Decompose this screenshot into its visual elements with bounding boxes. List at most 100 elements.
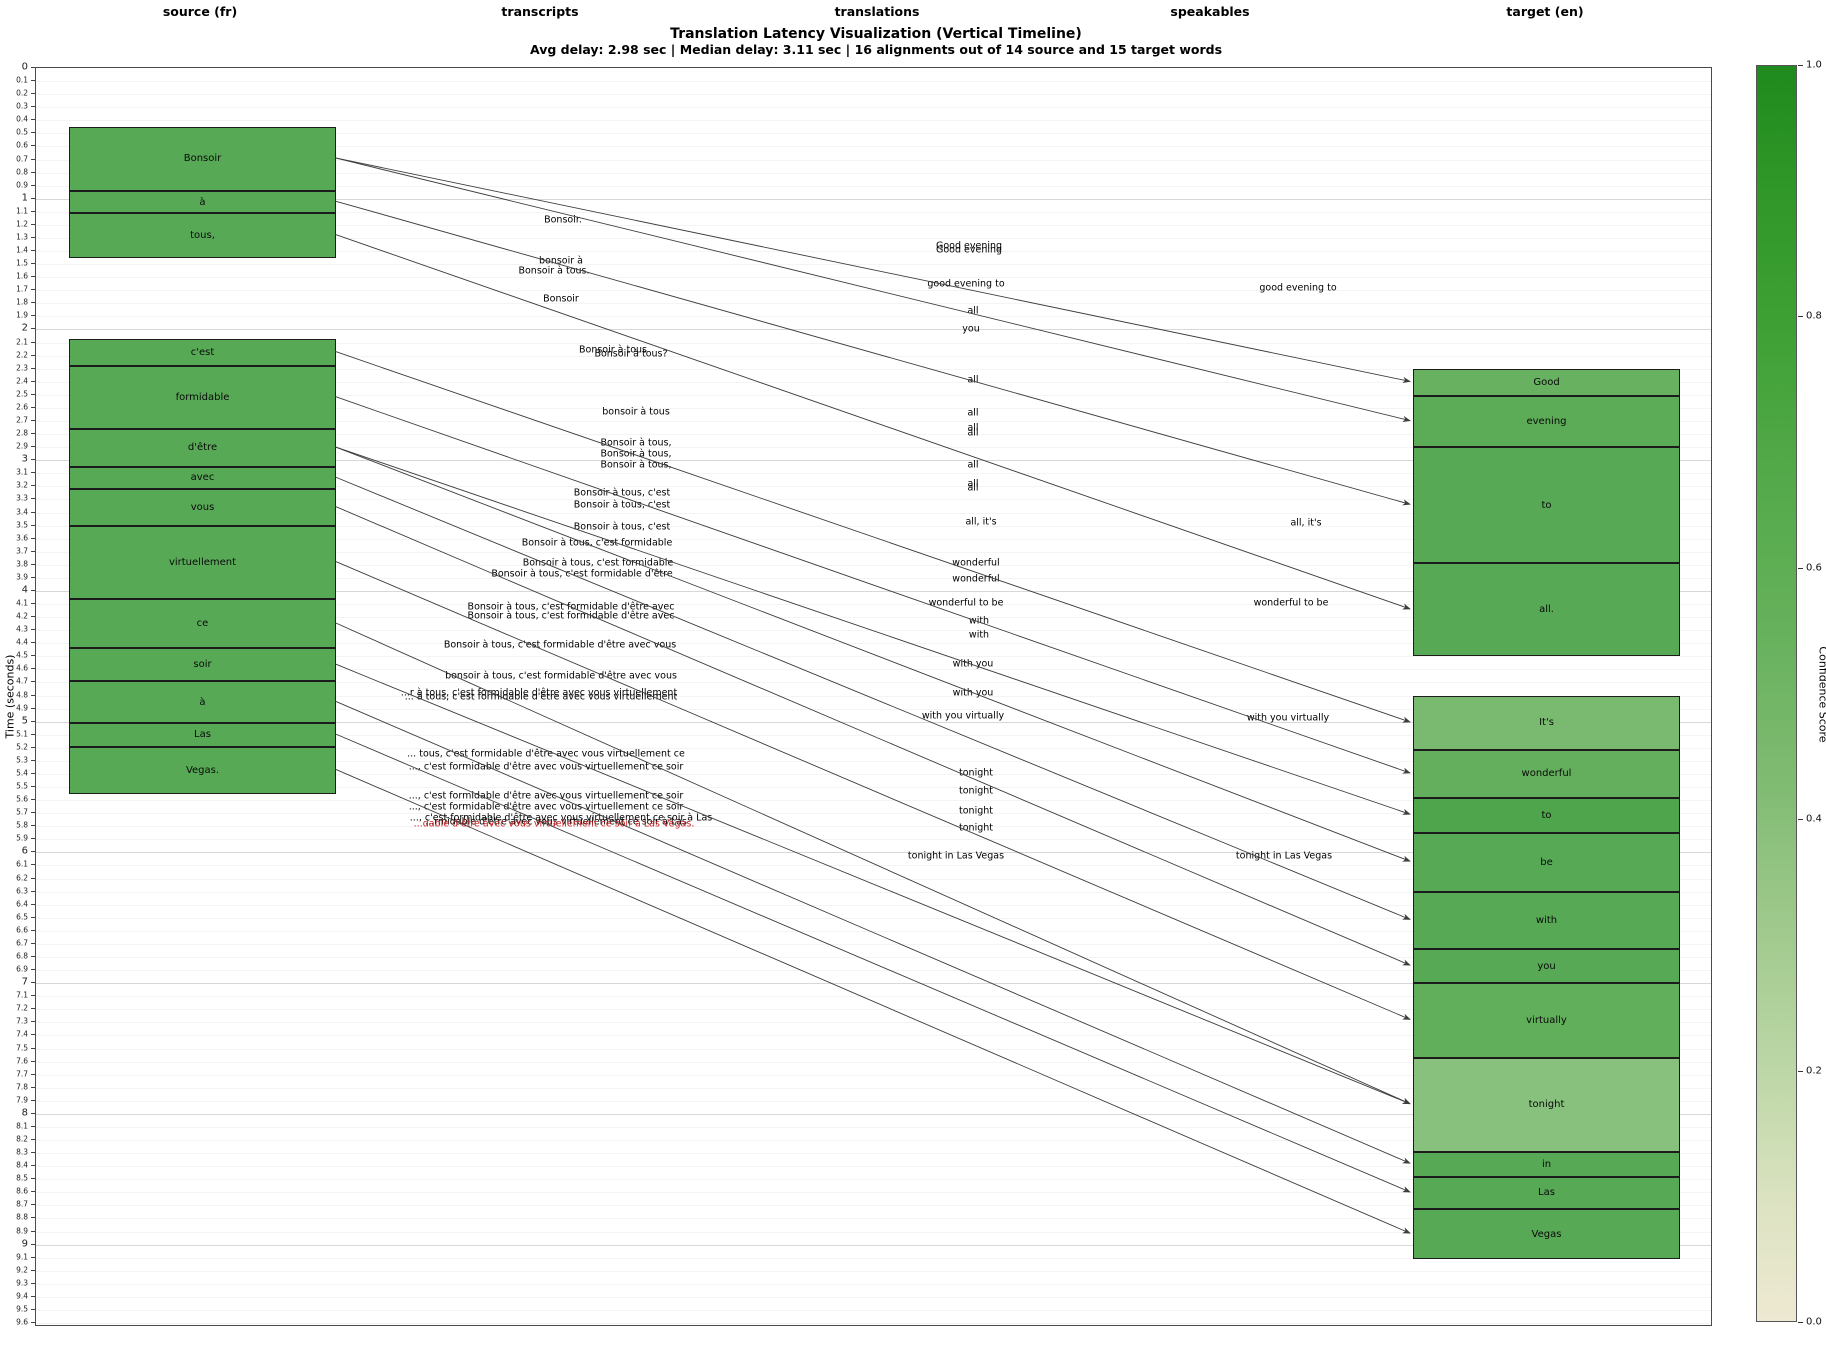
transcript-label: Bonsoir à tous, c'est formidable	[521, 537, 673, 549]
y-tick-label: 3.3	[16, 493, 28, 503]
column-header-speakables: speakables	[1170, 4, 1250, 19]
y-tick-mark	[31, 629, 35, 631]
y-tick-mark	[31, 838, 35, 840]
y-tick-mark	[31, 119, 35, 121]
chart-title: Translation Latency Visualization (Verti…	[670, 26, 1082, 42]
y-tick-mark	[31, 485, 35, 487]
minor-gridline	[36, 264, 1711, 266]
y-tick-label: 1.4	[16, 245, 28, 255]
y-tick-label: 8.6	[16, 1186, 28, 1196]
y-tick-mark	[31, 969, 35, 971]
y-tick-mark	[31, 1243, 35, 1245]
translation-label: wonderful	[952, 573, 1000, 585]
transcript-label: Bonsoir à tous, c'est formidable d'être …	[467, 610, 675, 622]
y-tick-label: 2.7	[16, 415, 28, 425]
y-tick-label: 3.5	[16, 520, 28, 530]
y-tick-label: 1.7	[16, 284, 28, 294]
y-tick-mark	[31, 1125, 35, 1127]
column-header-transcripts: transcripts	[501, 4, 579, 19]
y-tick-mark	[31, 720, 35, 722]
transcript-label: ... tous, c'est formidable d'être avec v…	[407, 748, 685, 760]
y-tick-label: 8	[21, 1107, 28, 1119]
translation-label: tonight in Las Vegas	[907, 850, 1005, 862]
y-tick-mark	[31, 524, 35, 526]
y-tick-label: 9	[21, 1238, 28, 1250]
y-tick-label: 0.5	[16, 127, 28, 137]
y-tick-mark	[31, 380, 35, 382]
minor-gridline	[36, 120, 1711, 122]
y-tick-label: 4.1	[16, 598, 28, 608]
minor-gridline	[36, 316, 1711, 318]
y-tick-mark	[31, 158, 35, 160]
y-tick-mark	[31, 1152, 35, 1154]
colorbar-tick-mark	[1798, 65, 1803, 66]
y-tick-mark	[31, 367, 35, 369]
transcript-label: ..., c'est formidable d'être avec vous v…	[408, 801, 684, 813]
target-word-box: to	[1413, 797, 1680, 833]
y-tick-mark	[31, 250, 35, 252]
y-tick-mark	[31, 354, 35, 356]
source-word-box: Bonsoir	[69, 126, 336, 191]
major-gridline	[36, 329, 1711, 331]
y-tick-mark	[31, 759, 35, 761]
y-tick-mark	[31, 1295, 35, 1297]
source-word-box: d'être	[69, 428, 336, 467]
y-tick-label: 0.2	[16, 88, 28, 98]
transcript-label: Bonsoir à tous.	[518, 265, 590, 277]
translation-label: all	[967, 482, 979, 494]
column-header-source--fr-: source (fr)	[162, 4, 238, 19]
y-tick-mark	[31, 1269, 35, 1271]
y-tick-mark	[31, 942, 35, 944]
y-tick-label: 4.7	[16, 676, 28, 686]
y-tick-label: 1.8	[16, 297, 28, 307]
y-tick-mark	[31, 576, 35, 578]
minor-gridline	[36, 133, 1711, 135]
translation-label: with you	[952, 658, 994, 670]
y-tick-mark	[31, 419, 35, 421]
transcript-label: Bonsoir à tous, c'est	[573, 487, 671, 499]
y-tick-mark	[31, 80, 35, 82]
source-word-box: ce	[69, 598, 336, 649]
y-tick-label: 4.9	[16, 703, 28, 713]
y-tick-mark	[31, 1112, 35, 1114]
source-word-box: virtuellement	[69, 525, 336, 599]
y-tick-label: 2.6	[16, 402, 28, 412]
y-tick-label: 5	[21, 715, 28, 727]
minor-gridline	[36, 1310, 1711, 1311]
speakable-label: tonight in Las Vegas	[1235, 850, 1333, 862]
y-tick-label: 6.9	[16, 964, 28, 974]
translation-label: with	[968, 629, 990, 641]
y-tick-mark	[31, 93, 35, 95]
y-tick-label: 1.6	[16, 271, 28, 281]
translation-label: good evening to	[927, 278, 1005, 290]
colorbar-tick-label: 1.0	[1806, 59, 1822, 71]
y-tick-label: 9.1	[16, 1252, 28, 1262]
y-tick-mark	[31, 1021, 35, 1023]
y-tick-mark	[31, 746, 35, 748]
minor-gridline	[36, 94, 1711, 96]
y-tick-label: 8.5	[16, 1173, 28, 1183]
translation-label: tonight	[959, 767, 993, 779]
transcript-label: Bonsoir à tous, c'est formidable d'être	[491, 568, 673, 580]
y-tick-mark	[31, 916, 35, 918]
minor-gridline	[36, 1283, 1711, 1285]
y-tick-label: 8.4	[16, 1160, 28, 1170]
target-word-box: be	[1413, 832, 1680, 892]
y-tick-mark	[31, 550, 35, 552]
colorbar-tick-label: 0.4	[1806, 813, 1822, 825]
plot-area: Bonsoir à tous, c'est formidable d'être avec vo…	[35, 67, 1712, 1326]
y-tick-mark	[31, 446, 35, 448]
y-tick-mark	[31, 498, 35, 500]
transcript-label: Bonsoir à tous, c'est	[573, 499, 671, 511]
y-tick-mark	[31, 276, 35, 278]
y-tick-label: 7	[21, 976, 28, 988]
y-tick-mark	[31, 315, 35, 317]
y-tick-mark	[31, 289, 35, 291]
translation-label: with you virtually	[921, 710, 1005, 722]
y-tick-mark	[31, 1230, 35, 1232]
translation-label: wonderful	[952, 557, 1000, 569]
y-tick-label: 6.6	[16, 925, 28, 935]
translation-label: all	[967, 459, 979, 471]
y-tick-mark	[31, 223, 35, 225]
y-tick-mark	[31, 825, 35, 827]
